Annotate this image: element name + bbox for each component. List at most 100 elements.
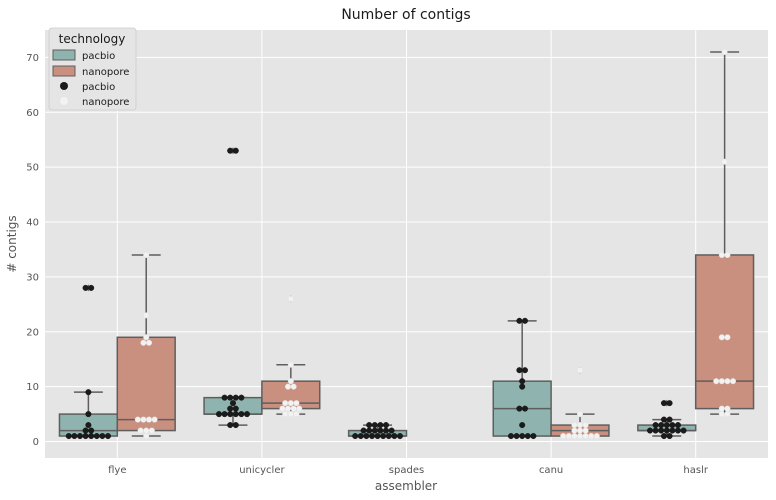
y-tick-label-50: 50 (26, 163, 39, 174)
point-pacbio-canu-3 (524, 433, 531, 440)
point-nanopore-flye-9 (146, 339, 153, 346)
point-nanopore-haslr-9 (724, 334, 731, 341)
box-iqr (116, 336, 176, 432)
point-nanopore-unicycler-4 (285, 405, 292, 412)
point-pacbio-haslr-15 (666, 416, 673, 423)
point-nanopore-haslr-5 (718, 378, 725, 385)
point-pacbio-unicycler-10 (229, 400, 236, 407)
point-nanopore-unicycler-0 (282, 411, 289, 418)
point-pacbio-spades-10 (366, 427, 373, 434)
box-iqr (694, 254, 755, 410)
point-nanopore-flye-7 (151, 416, 158, 423)
legend-label-nanopore-point: nanopore (82, 97, 129, 108)
point-pacbio-spades-1 (357, 433, 364, 440)
x-tick-label-unicycler: unicycler (239, 465, 285, 476)
x-tick-label-spades: spades (389, 465, 424, 476)
point-pacbio-flye-0 (65, 433, 72, 440)
point-nanopore-canu-3 (577, 433, 584, 440)
point-pacbio-haslr-7 (674, 427, 681, 434)
point-nanopore-flye-11 (143, 312, 150, 319)
point-pacbio-flye-4 (88, 433, 95, 440)
point-pacbio-canu-13 (521, 317, 528, 324)
y-tick-label-20: 20 (26, 327, 39, 338)
point-pacbio-canu-7 (521, 405, 528, 412)
point-pacbio-haslr-0 (660, 433, 667, 440)
point-pacbio-flye-13 (82, 284, 89, 291)
point-pacbio-unicycler-16 (232, 147, 239, 154)
point-pacbio-unicycler-12 (227, 394, 234, 401)
point-nanopore-canu-11 (577, 422, 584, 429)
point-nanopore-canu-10 (571, 422, 578, 429)
point-nanopore-haslr-1 (724, 411, 731, 418)
point-pacbio-unicycler-8 (227, 405, 234, 412)
swarm-points (65, 48, 737, 440)
point-nanopore-haslr-3 (724, 405, 731, 412)
point-nanopore-unicycler-1 (287, 411, 294, 418)
y-tick-label-60: 60 (26, 108, 39, 119)
point-pacbio-canu-0 (507, 433, 514, 440)
legend-label-pacbio-box: pacbio (82, 51, 115, 62)
y-axis-label: # contigs (5, 215, 19, 272)
point-nanopore-canu-2 (571, 433, 578, 440)
x-tick-label-flye: flye (108, 465, 126, 476)
point-pacbio-unicycler-14 (238, 394, 245, 401)
legend-frame (48, 27, 137, 111)
point-pacbio-flye-6 (99, 433, 106, 440)
point-pacbio-spades-17 (377, 422, 384, 429)
point-nanopore-haslr-12 (721, 158, 728, 165)
point-pacbio-canu-5 (519, 422, 526, 429)
point-nanopore-flye-6 (146, 416, 153, 423)
y-tick-label-0: 0 (33, 437, 39, 448)
point-pacbio-haslr-14 (660, 416, 667, 423)
point-pacbio-spades-9 (360, 427, 367, 434)
point-pacbio-spades-0 (352, 433, 359, 440)
point-pacbio-unicycler-13 (232, 394, 239, 401)
point-pacbio-flye-12 (85, 389, 92, 396)
point-nanopore-unicycler-3 (279, 405, 286, 412)
point-pacbio-spades-12 (377, 427, 384, 434)
point-nanopore-canu-5 (588, 433, 595, 440)
point-nanopore-flye-8 (140, 339, 147, 346)
legend-label-pacbio-point: pacbio (82, 82, 115, 93)
point-pacbio-flye-7 (104, 433, 111, 440)
point-nanopore-haslr-13 (721, 48, 728, 55)
point-pacbio-canu-12 (516, 317, 523, 324)
point-nanopore-unicycler-12 (287, 378, 294, 385)
point-pacbio-spades-16 (371, 422, 378, 429)
point-pacbio-flye-9 (88, 427, 95, 434)
point-pacbio-haslr-4 (658, 427, 665, 434)
point-nanopore-canu-14 (577, 367, 584, 374)
point-nanopore-unicycler-5 (290, 405, 297, 412)
point-nanopore-canu-12 (582, 422, 589, 429)
y-tick-label-30: 30 (26, 272, 39, 283)
point-pacbio-unicycler-3 (221, 411, 228, 418)
point-pacbio-unicycler-5 (232, 411, 239, 418)
point-pacbio-canu-1 (513, 433, 520, 440)
point-nanopore-haslr-4 (713, 378, 720, 385)
point-pacbio-canu-4 (530, 433, 537, 440)
point-pacbio-unicycler-11 (221, 394, 228, 401)
point-nanopore-flye-12 (143, 251, 150, 258)
point-pacbio-haslr-17 (666, 400, 673, 407)
point-nanopore-unicycler-14 (287, 295, 294, 302)
point-pacbio-haslr-6 (669, 427, 676, 434)
legend-marker-pacbio-point (60, 82, 68, 90)
box-nanopore-flye (116, 254, 176, 437)
point-nanopore-unicycler-8 (287, 400, 294, 407)
point-nanopore-haslr-11 (724, 251, 731, 258)
point-pacbio-canu-9 (519, 378, 526, 385)
point-nanopore-unicycler-9 (293, 400, 300, 407)
point-nanopore-canu-7 (571, 427, 578, 434)
point-pacbio-haslr-9 (652, 422, 659, 429)
point-nanopore-canu-13 (577, 411, 584, 418)
point-pacbio-unicycler-15 (227, 147, 234, 154)
legend-swatch-pacbio-box (52, 49, 76, 61)
y-tick-label-40: 40 (26, 218, 39, 229)
x-tick-label-haslr: haslr (683, 465, 708, 476)
point-pacbio-flye-8 (82, 427, 89, 434)
legend-marker-nanopore-point (60, 97, 68, 105)
y-axis-ticks: 0 10 20 30 40 50 60 70 (26, 53, 39, 448)
point-nanopore-haslr-10 (718, 251, 725, 258)
y-tick-label-70: 70 (26, 53, 39, 64)
